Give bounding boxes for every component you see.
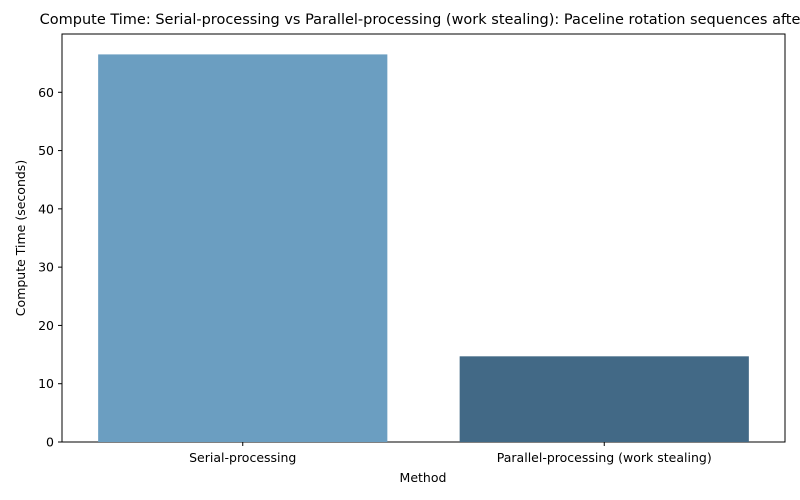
y-tick-label: 40 (38, 201, 54, 216)
bar-1 (98, 54, 388, 443)
y-tick-label: 0 (46, 435, 54, 450)
y-tick-label: 30 (38, 260, 54, 275)
x-tick-label: Parallel-processing (work stealing) (497, 450, 712, 465)
x-tick-label: Serial-processing (189, 450, 296, 465)
x-axis-label: Method (400, 470, 447, 485)
y-tick-label: 10 (38, 376, 54, 391)
y-tick-label: 50 (38, 143, 54, 158)
chart-title: Compute Time: Serial-processing vs Paral… (40, 12, 800, 28)
y-axis: 0 10 20 30 40 50 60 (38, 85, 62, 450)
x-axis: Serial-processing Parallel-processing (wo… (189, 442, 712, 465)
y-tick-label: 20 (38, 318, 54, 333)
bar-2 (459, 356, 749, 442)
y-tick-label: 60 (38, 85, 54, 100)
plot-area-frame (61, 33, 786, 443)
y-axis-label: Compute Time (seconds) (13, 160, 28, 316)
bars-group (98, 54, 749, 443)
